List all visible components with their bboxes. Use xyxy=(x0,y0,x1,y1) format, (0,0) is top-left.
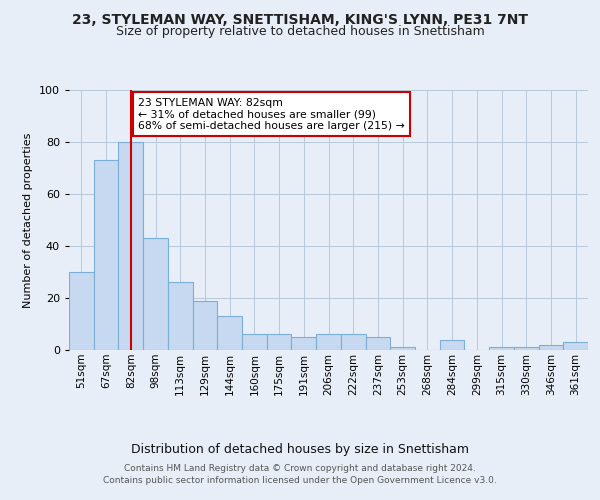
Bar xyxy=(94,160,118,350)
Bar xyxy=(440,340,464,350)
Bar xyxy=(514,348,539,350)
Bar xyxy=(118,142,143,350)
Text: Size of property relative to detached houses in Snettisham: Size of property relative to detached ho… xyxy=(116,25,484,38)
Text: Contains public sector information licensed under the Open Government Licence v3: Contains public sector information licen… xyxy=(103,476,497,485)
Bar xyxy=(168,282,193,350)
Bar xyxy=(365,337,390,350)
Bar xyxy=(489,348,514,350)
Text: 23, STYLEMAN WAY, SNETTISHAM, KING'S LYNN, PE31 7NT: 23, STYLEMAN WAY, SNETTISHAM, KING'S LYN… xyxy=(72,12,528,26)
Bar xyxy=(292,337,316,350)
Bar xyxy=(563,342,588,350)
Bar xyxy=(390,348,415,350)
Y-axis label: Number of detached properties: Number of detached properties xyxy=(23,132,34,308)
Bar xyxy=(539,345,563,350)
Bar xyxy=(193,300,217,350)
Bar xyxy=(316,334,341,350)
Bar xyxy=(341,334,365,350)
Text: Distribution of detached houses by size in Snettisham: Distribution of detached houses by size … xyxy=(131,442,469,456)
Text: Contains HM Land Registry data © Crown copyright and database right 2024.: Contains HM Land Registry data © Crown c… xyxy=(124,464,476,473)
Bar xyxy=(69,272,94,350)
Bar xyxy=(143,238,168,350)
Text: 23 STYLEMAN WAY: 82sqm
← 31% of detached houses are smaller (99)
68% of semi-det: 23 STYLEMAN WAY: 82sqm ← 31% of detached… xyxy=(138,98,405,131)
Bar xyxy=(242,334,267,350)
Bar xyxy=(217,316,242,350)
Bar xyxy=(267,334,292,350)
